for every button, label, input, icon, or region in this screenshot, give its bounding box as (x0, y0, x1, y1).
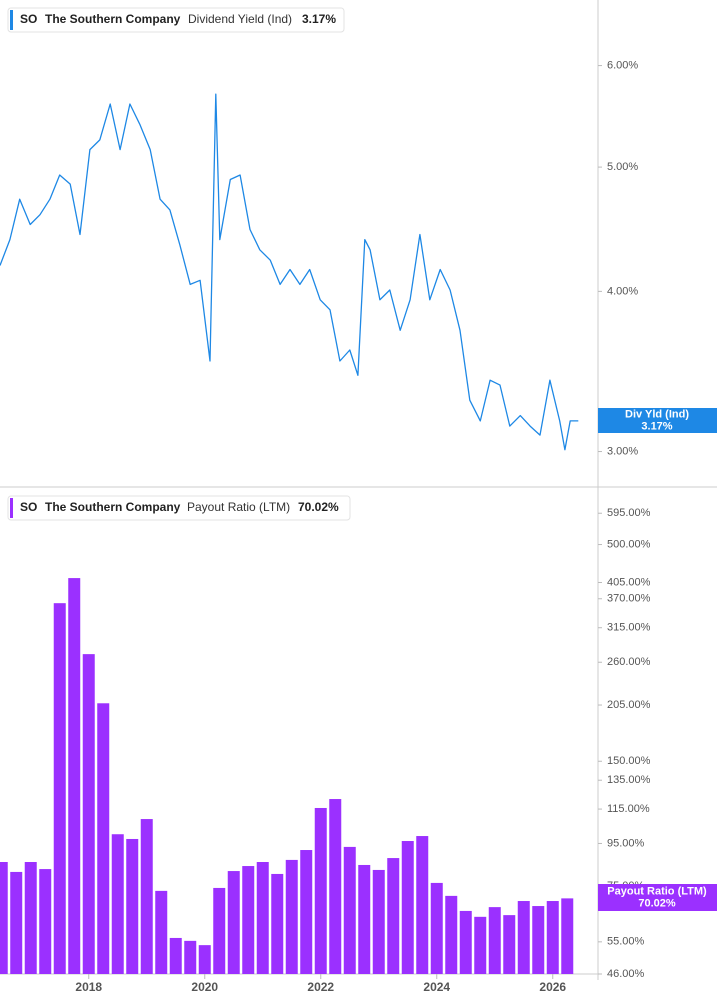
legend-box (7, 495, 351, 521)
bar (561, 898, 574, 974)
bar (358, 864, 371, 974)
bar (227, 871, 240, 974)
bar (459, 910, 472, 974)
bar (271, 873, 284, 974)
legend-company: The Southern Company (45, 12, 181, 26)
y-tick-label: 595.00% (607, 507, 651, 519)
y-tick-label: 150.00% (607, 755, 651, 767)
bar (329, 799, 342, 974)
y-tick-label: 500.00% (607, 538, 651, 550)
y-tick-label: 3.00% (607, 445, 638, 457)
y-tick-label: 5.00% (607, 161, 638, 173)
bar (198, 945, 211, 974)
bar (372, 869, 385, 974)
legend-series-name: Payout Ratio (LTM) (187, 500, 290, 514)
legend-last-value: 3.17% (302, 12, 336, 26)
bar (111, 834, 124, 974)
y-tick-label: 260.00% (607, 656, 651, 668)
bar (39, 869, 52, 974)
y-tick-label: 405.00% (607, 576, 651, 588)
bar (343, 846, 356, 974)
bar (126, 838, 139, 974)
legend-series-name: Dividend Yield (Ind) (188, 12, 292, 26)
y-tick-label: 115.00% (607, 803, 650, 815)
bar (140, 819, 153, 974)
legend-box (7, 7, 345, 33)
bar (169, 937, 182, 974)
y-tick-label: 46.00% (607, 968, 645, 980)
bar (474, 916, 487, 974)
x-tick-label: 2018 (75, 980, 102, 994)
legend-ticker: SO (20, 500, 37, 514)
bar (401, 841, 414, 974)
last-value-label: 3.17% (641, 420, 672, 432)
bar (82, 654, 95, 974)
bar (24, 862, 37, 974)
legend-company: The Southern Company (45, 500, 181, 514)
bar (445, 895, 458, 974)
x-tick-label: 2024 (423, 980, 450, 994)
x-tick-label: 2022 (307, 980, 334, 994)
last-value-box (598, 884, 717, 911)
bar (213, 887, 226, 974)
bar (314, 807, 327, 974)
bar (0, 862, 8, 974)
bar (532, 906, 545, 974)
plot-area (0, 93, 579, 451)
bar (503, 915, 516, 974)
bar (416, 836, 429, 974)
x-tick-label: 2026 (539, 980, 566, 994)
bar (10, 871, 23, 974)
line-series (0, 93, 579, 451)
bar (430, 882, 443, 974)
legend-swatch (10, 10, 13, 30)
legend-swatch (10, 498, 13, 518)
bar (97, 703, 110, 974)
bar (155, 890, 168, 974)
bar (546, 901, 559, 974)
last-value-label: 70.02% (638, 897, 676, 909)
y-tick-label: 55.00% (607, 936, 645, 948)
legend-ticker: SO (20, 12, 37, 26)
last-value-box (598, 408, 717, 433)
y-tick-label: 315.00% (607, 622, 651, 634)
bar (184, 940, 197, 974)
bar (242, 866, 255, 974)
last-value-name: Payout Ratio (LTM) (607, 885, 707, 897)
bar (387, 858, 400, 974)
bar (53, 603, 66, 974)
bar (488, 907, 501, 974)
bar (285, 859, 298, 974)
y-tick-label: 135.00% (607, 774, 651, 786)
x-tick-label: 2020 (191, 980, 218, 994)
y-tick-label: 6.00% (607, 59, 638, 71)
bar (517, 901, 530, 974)
plot-area (0, 578, 574, 974)
y-tick-label: 95.00% (607, 837, 645, 849)
y-tick-label: 370.00% (607, 593, 651, 605)
bar (300, 850, 313, 974)
bar (256, 862, 269, 974)
last-value-name: Div Yld (Ind) (625, 408, 689, 420)
y-tick-label: 4.00% (607, 285, 638, 297)
bar (68, 578, 81, 974)
legend-last-value: 70.02% (298, 500, 339, 514)
y-tick-label: 205.00% (607, 699, 651, 711)
